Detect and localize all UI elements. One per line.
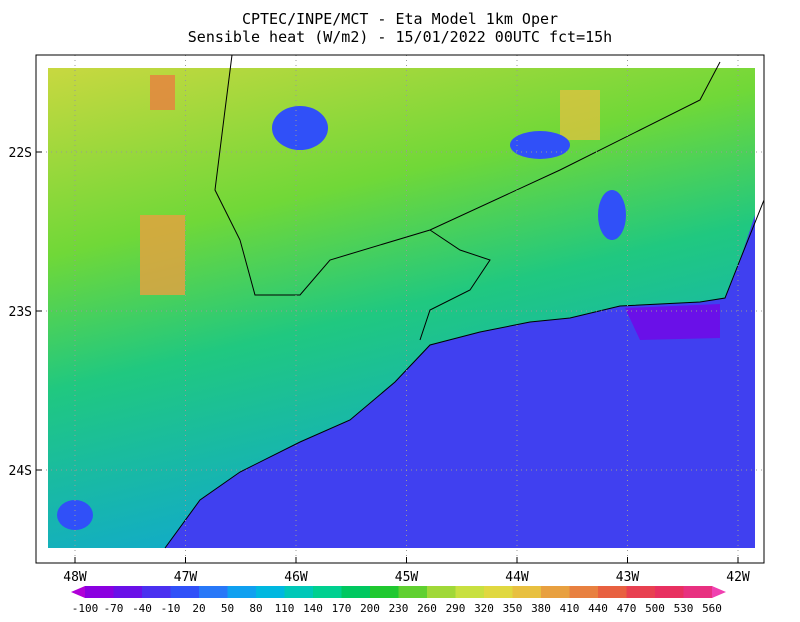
colorbar-box xyxy=(170,586,200,598)
colorbar-box xyxy=(398,586,428,598)
title-line: CPTEC/INPE/MCT - Eta Model 1km Oper xyxy=(242,10,558,28)
colorbar-box xyxy=(683,586,713,598)
colorbar-label: 440 xyxy=(588,602,608,615)
lon-label: 45W xyxy=(395,570,419,585)
state-border xyxy=(419,229,491,341)
colorbar-label: -100 xyxy=(72,602,99,615)
colorbar-label: 320 xyxy=(474,602,494,615)
colorbar-label: -10 xyxy=(161,602,181,615)
ocean xyxy=(165,215,755,548)
colorbar-end xyxy=(71,586,85,598)
colorbar-box xyxy=(142,586,171,598)
colorbar-label: 560 xyxy=(702,602,722,615)
colorbar-box xyxy=(484,586,513,598)
colorbar-label: -70 xyxy=(104,602,124,615)
colorbar-label: -40 xyxy=(132,602,152,615)
lat-label: 22S xyxy=(9,146,32,161)
colorbar-label: 470 xyxy=(617,602,637,615)
ocean-patch xyxy=(625,304,720,340)
colorbar-box xyxy=(370,586,399,598)
cool-patch xyxy=(598,190,626,240)
warm-patch xyxy=(560,90,600,140)
colorbar-box xyxy=(313,586,342,598)
colorbar-label: 50 xyxy=(221,602,234,615)
colorbar-label: 500 xyxy=(645,602,665,615)
colorbar-box xyxy=(655,586,684,598)
warm-patch xyxy=(140,215,185,295)
colorbar: -100 -70 -40 -10 20 50 80 110 140 170 200 230 260 290… xyxy=(71,586,726,615)
title-line: Sensible heat (W/m2) - 15/01/2022 00UTC … xyxy=(188,28,612,46)
colorbar-label: 170 xyxy=(332,602,352,615)
colorbar-label: 230 xyxy=(389,602,409,615)
colorbar-label: 110 xyxy=(275,602,295,615)
lon-label: 47W xyxy=(174,570,198,585)
colorbar-end xyxy=(712,586,726,598)
colorbar-box xyxy=(626,586,656,598)
graticule xyxy=(36,55,764,563)
lat-label: 23S xyxy=(9,305,32,320)
colorbar-label: 260 xyxy=(417,602,437,615)
lat-label: 24S xyxy=(9,464,32,479)
map-frame xyxy=(35,54,765,564)
colorbar-box xyxy=(284,586,314,598)
map-field xyxy=(48,54,765,549)
lon-label: 42W xyxy=(726,570,750,585)
colorbar-box xyxy=(256,586,285,598)
colorbar-box xyxy=(113,586,143,598)
cool-patch xyxy=(272,106,328,150)
colorbar-box xyxy=(455,586,485,598)
colorbar-label: 20 xyxy=(192,602,205,615)
colorbar-label: 290 xyxy=(446,602,466,615)
colorbar-label: 80 xyxy=(249,602,262,615)
colorbar-box xyxy=(569,586,599,598)
colorbar-box xyxy=(227,586,257,598)
lon-label: 48W xyxy=(63,570,87,585)
colorbar-box xyxy=(598,586,627,598)
colorbar-label: 530 xyxy=(674,602,694,615)
lon-label: 46W xyxy=(284,570,308,585)
colorbar-label: 410 xyxy=(560,602,580,615)
lon-label: 44W xyxy=(505,570,529,585)
colorbar-box xyxy=(341,586,371,598)
lon-label: 43W xyxy=(616,570,640,585)
coastline xyxy=(164,199,765,549)
warm-patch xyxy=(150,75,175,110)
colorbar-label: 140 xyxy=(303,602,323,615)
colorbar-box xyxy=(427,586,456,598)
cool-patch xyxy=(510,131,570,159)
colorbar-label: 380 xyxy=(531,602,551,615)
colorbar-label: 200 xyxy=(360,602,380,615)
colorbar-box xyxy=(512,586,542,598)
colorbar-label: 350 xyxy=(503,602,523,615)
axis-labels: 22S 23S 24S 48W 47W 46W 45W 44W 43W 42W xyxy=(9,146,750,585)
state-border xyxy=(214,54,721,296)
colorbar-box xyxy=(199,586,228,598)
colorbar-box xyxy=(85,586,114,598)
colorbar-box xyxy=(541,586,570,598)
